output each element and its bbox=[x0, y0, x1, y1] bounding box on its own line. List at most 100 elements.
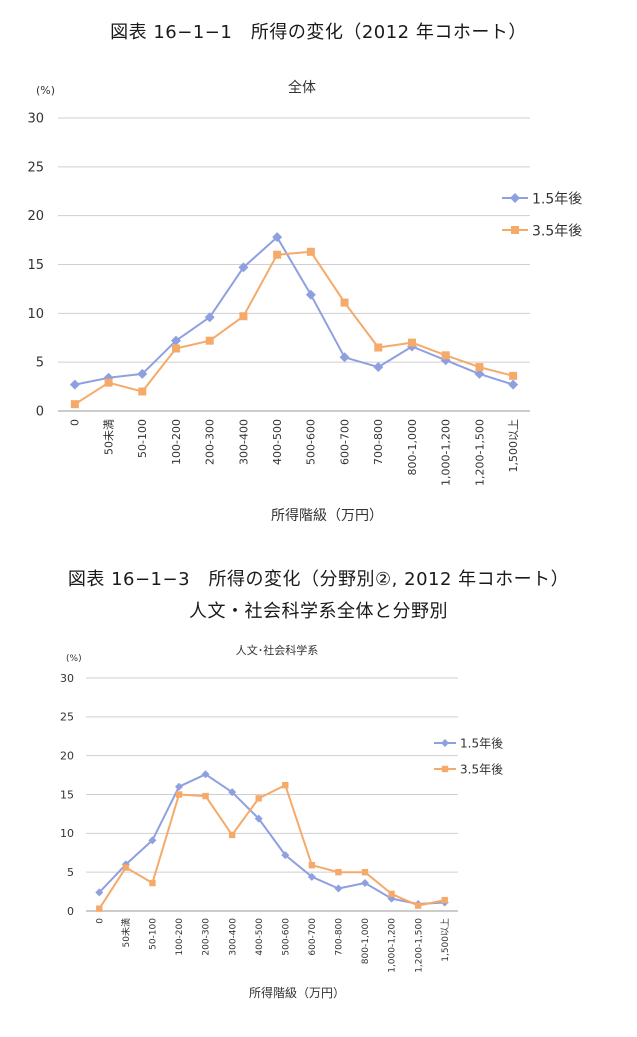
y-tick-label: 15 bbox=[60, 788, 74, 801]
data-point-square bbox=[441, 896, 448, 904]
data-point-diamond bbox=[474, 368, 485, 379]
chart-title: 全体 bbox=[288, 79, 316, 96]
y-tick-label: 25 bbox=[27, 160, 44, 175]
data-point-diamond bbox=[508, 379, 519, 390]
legend-marker bbox=[510, 193, 520, 203]
data-point-diamond bbox=[228, 788, 237, 797]
legend-marker bbox=[441, 765, 449, 773]
chart-humanities-social: 人文･社会科学系 (%) 0 5 10 15 20 25 30 0 50未満 50-100 100-20… bbox=[60, 643, 503, 1000]
chart-overall: 全体 (%) 0 5 10 15 20 25 30 0 50未満 50-100 100-200 200-3… bbox=[27, 79, 582, 524]
data-point-diamond bbox=[148, 836, 157, 845]
data-point-square bbox=[361, 868, 369, 876]
series-line bbox=[98, 784, 445, 910]
data-point-square bbox=[96, 905, 103, 912]
data-point-diamond bbox=[339, 352, 350, 363]
y-tick-label: 10 bbox=[60, 827, 74, 840]
data-point-diamond bbox=[307, 872, 316, 881]
data-point-square bbox=[202, 792, 209, 800]
y-axis-unit-label: (%) bbox=[36, 84, 55, 97]
x-tick-label: 500-600 bbox=[305, 419, 318, 465]
x-tick-label: 1,200-1,500 bbox=[414, 918, 424, 973]
y-tick-label: 5 bbox=[67, 866, 74, 879]
y-tick-label: 10 bbox=[27, 307, 44, 322]
legend-marker bbox=[511, 226, 519, 234]
data-point-square bbox=[306, 247, 315, 256]
data-point-square bbox=[172, 344, 180, 353]
data-point-square bbox=[408, 338, 416, 347]
y-tick-label: 5 bbox=[36, 356, 44, 371]
x-axis-title: 所得階級（万円） bbox=[271, 507, 383, 524]
legend-marker bbox=[441, 739, 449, 747]
x-tick-label: 300-400 bbox=[228, 918, 238, 956]
y-tick-label: 20 bbox=[27, 209, 44, 224]
data-point-diamond bbox=[281, 851, 290, 860]
x-tick-label: 1,200-1,500 bbox=[473, 419, 486, 486]
x-tick-label: 1,500以上 bbox=[440, 918, 451, 962]
data-point-diamond bbox=[95, 888, 104, 897]
data-point-square bbox=[70, 400, 79, 409]
data-point-square bbox=[205, 336, 214, 345]
data-point-diamond bbox=[272, 232, 283, 243]
data-point-square bbox=[104, 378, 113, 387]
data-point-square bbox=[149, 879, 156, 887]
data-point-square bbox=[374, 343, 383, 352]
data-point-square bbox=[509, 371, 518, 380]
data-point-square bbox=[335, 868, 342, 876]
y-tick-label: 0 bbox=[67, 905, 74, 918]
chart-title: 人文･社会科学系 bbox=[236, 643, 319, 657]
data-point-square bbox=[475, 363, 484, 372]
data-point-diamond bbox=[361, 879, 369, 888]
data-point-diamond bbox=[305, 289, 316, 300]
data-point-diamond bbox=[137, 368, 148, 379]
x-tick-label: 50未満 bbox=[120, 918, 132, 947]
data-point-square bbox=[175, 791, 183, 798]
figure2-subheading: 人文・社会科学系全体と分野別 bbox=[189, 601, 448, 622]
y-tick-label: 0 bbox=[36, 405, 44, 420]
series-line bbox=[74, 250, 514, 406]
x-tick-label: 1,500以上 bbox=[507, 419, 520, 473]
x-tick-label: 700-800 bbox=[372, 419, 385, 465]
x-tick-label: 600-700 bbox=[308, 918, 318, 956]
y-tick-label: 25 bbox=[60, 711, 74, 724]
data-point-diamond bbox=[171, 335, 181, 346]
y-tick-label: 20 bbox=[60, 750, 74, 763]
x-axis-title: 所得階級（万円） bbox=[249, 985, 345, 1000]
x-tick-label: 100-200 bbox=[170, 419, 183, 465]
series-line bbox=[74, 236, 514, 386]
x-tick-label: 300-400 bbox=[237, 419, 250, 465]
figure1-heading: 図表 16−1−1 所得の変化（2012 年コホート） bbox=[110, 22, 527, 43]
data-point-square bbox=[138, 387, 147, 396]
x-tick-label: 800-1,000 bbox=[406, 419, 419, 475]
data-point-square bbox=[441, 351, 450, 360]
data-point-diamond bbox=[373, 362, 384, 373]
legend-label: 1.5年後 bbox=[460, 737, 503, 751]
legend-label: 3.5年後 bbox=[532, 223, 582, 239]
data-point-diamond bbox=[334, 884, 343, 893]
data-point-square bbox=[239, 312, 248, 321]
x-tick-label: 0 bbox=[69, 419, 82, 426]
x-tick-label: 200-300 bbox=[202, 918, 212, 956]
legend-label: 3.5年後 bbox=[460, 763, 503, 777]
data-point-diamond bbox=[201, 770, 210, 779]
data-point-square bbox=[340, 298, 349, 307]
data-point-square bbox=[228, 831, 236, 839]
x-tick-label: 50-100 bbox=[149, 918, 159, 950]
data-point-square bbox=[414, 902, 422, 909]
data-point-square bbox=[282, 781, 289, 789]
x-tick-label: 1,000-1,200 bbox=[440, 419, 453, 486]
y-tick-label: 15 bbox=[27, 258, 44, 273]
x-tick-label: 400-500 bbox=[271, 419, 284, 465]
x-tick-label: 400-500 bbox=[255, 918, 265, 956]
data-point-diamond bbox=[254, 814, 263, 823]
x-tick-label: 1,000-1,200 bbox=[388, 918, 398, 973]
data-point-diamond bbox=[175, 782, 183, 791]
x-tick-label: 50-100 bbox=[136, 419, 149, 458]
x-tick-label: 800-1,000 bbox=[361, 918, 371, 964]
x-tick-label: 600-700 bbox=[338, 419, 351, 465]
data-point-square bbox=[308, 861, 316, 869]
y-tick-label: 30 bbox=[60, 672, 74, 685]
x-tick-label: 200-300 bbox=[204, 419, 217, 465]
data-point-diamond bbox=[238, 262, 249, 273]
x-tick-label: 500-600 bbox=[281, 918, 291, 956]
y-axis-unit-label: (%) bbox=[66, 654, 82, 664]
